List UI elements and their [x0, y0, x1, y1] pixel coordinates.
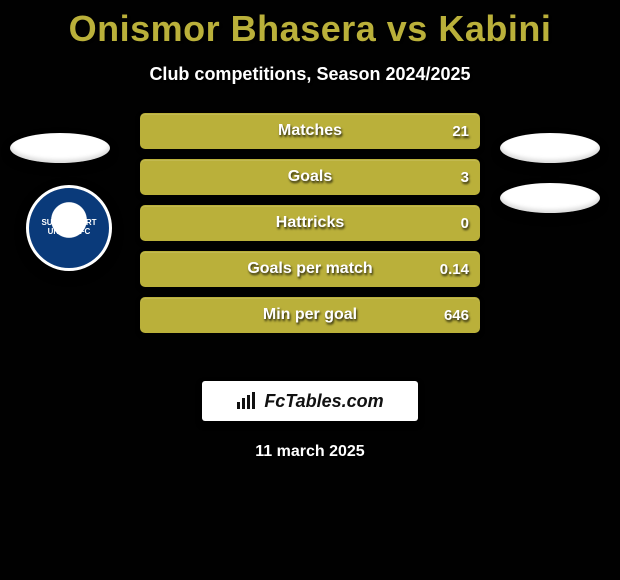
left-club-badge: SUPERSPORT UNITED FC — [26, 185, 112, 271]
left-player-silhouette — [10, 133, 110, 163]
stat-value-right: 3 — [461, 169, 469, 186]
stat-value-right: 21 — [452, 123, 469, 140]
stat-value-right: 0.14 — [440, 261, 469, 278]
right-player-silhouette — [500, 133, 600, 163]
brand-text: FcTables.com — [264, 391, 383, 412]
stat-label: Hattricks — [276, 214, 344, 232]
stat-value-right: 0 — [461, 215, 469, 232]
stat-label: Min per goal — [263, 306, 357, 324]
date-text: 11 march 2025 — [0, 443, 620, 461]
stat-label: Matches — [278, 122, 342, 140]
stat-label: Goals — [288, 168, 332, 186]
stat-row: Goals 3 — [140, 159, 480, 195]
stat-row: Matches 21 — [140, 113, 480, 149]
right-club-silhouette — [500, 183, 600, 213]
stat-row: Hattricks 0 — [140, 205, 480, 241]
stats-arena: SUPERSPORT UNITED FC Matches 21 Goals 3 Hatt… — [0, 113, 620, 363]
brand-box: FcTables.com — [202, 381, 418, 421]
page-title: Onismor Bhasera vs Kabini — [0, 0, 620, 50]
brand-chart-icon — [236, 392, 258, 410]
stat-label: Goals per match — [247, 260, 372, 278]
stat-row: Min per goal 646 — [140, 297, 480, 333]
stat-value-right: 646 — [444, 307, 469, 324]
badge-label: SUPERSPORT UNITED FC — [29, 219, 109, 237]
subtitle: Club competitions, Season 2024/2025 — [0, 64, 620, 85]
stat-row: Goals per match 0.14 — [140, 251, 480, 287]
stat-bars: Matches 21 Goals 3 Hattricks 0 Goals per match… — [140, 113, 480, 343]
